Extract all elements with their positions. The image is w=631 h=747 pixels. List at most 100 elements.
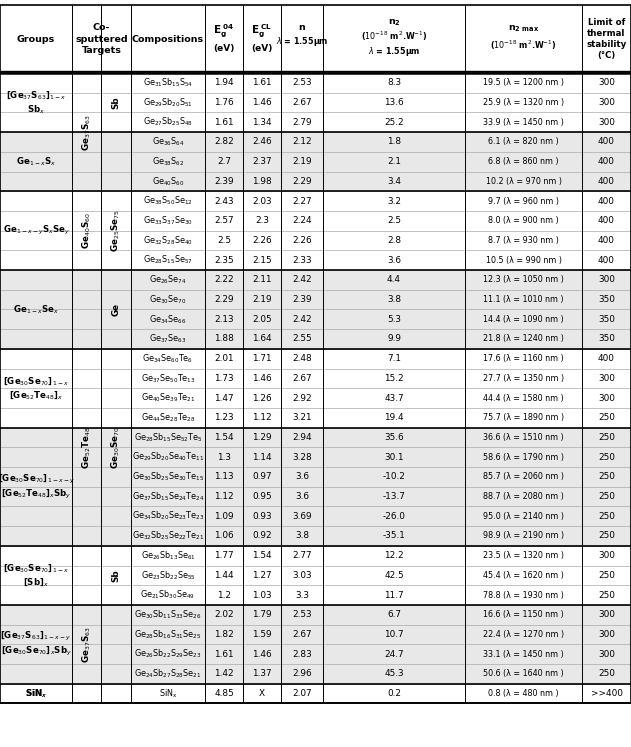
Text: 2.55: 2.55 [292, 335, 312, 344]
Text: $\mathregular{Ge_{37}Se_{63}}$: $\mathregular{Ge_{37}Se_{63}}$ [150, 332, 187, 345]
Text: 4.85: 4.85 [214, 689, 234, 698]
Text: 1.61: 1.61 [214, 650, 234, 659]
Text: 250: 250 [598, 669, 615, 678]
Text: 35.6: 35.6 [384, 433, 404, 442]
Text: $\mathregular{Ge_{32}S_{28}Se_{40}}$: $\mathregular{Ge_{32}S_{28}Se_{40}}$ [143, 235, 193, 247]
Text: ($10^{-18}$ m$^2$.W$^{-1}$): ($10^{-18}$ m$^2$.W$^{-1}$) [490, 38, 557, 52]
Text: 400: 400 [598, 196, 615, 205]
Text: 300: 300 [598, 276, 615, 285]
Bar [0, 152, 631, 172]
Text: $\mathregular{Ge_{23}Sb_{22}Se_{55}}$: $\mathregular{Ge_{23}Sb_{22}Se_{55}}$ [141, 569, 196, 582]
Text: X: X [259, 689, 265, 698]
Text: 2.96: 2.96 [292, 669, 312, 678]
Text: Groups: Groups [17, 34, 55, 43]
Text: 1.54: 1.54 [214, 433, 234, 442]
Text: 2.5: 2.5 [387, 216, 401, 226]
Text: 2.26: 2.26 [252, 236, 272, 245]
Bar [0, 290, 631, 309]
Text: 33.9 (λ = 1450 nm ): 33.9 (λ = 1450 nm ) [483, 118, 564, 127]
Text: $\mathregular{Ge_{24}Sb_{27}S_{28}Se_{21}}$: $\mathregular{Ge_{24}Sb_{27}S_{28}Se_{21… [134, 668, 202, 680]
Text: $\mathregular{Ge_{28}Sb_{16}S_{31}Se_{25}}$: $\mathregular{Ge_{28}Sb_{16}S_{31}Se_{25… [134, 628, 202, 641]
Text: Ge$_{25}$Se$_{75}$: Ge$_{25}$Se$_{75}$ [110, 209, 122, 252]
Text: 3.3: 3.3 [295, 591, 309, 600]
Text: 2.29: 2.29 [214, 295, 234, 304]
Text: 27.7 (λ = 1350 nm ): 27.7 (λ = 1350 nm ) [483, 374, 564, 383]
Bar [0, 447, 631, 467]
Bar [0, 565, 631, 585]
Text: $\mathregular{n_2}$: $\mathregular{n_2}$ [387, 18, 401, 28]
Text: 3.69: 3.69 [292, 512, 312, 521]
Bar [0, 5, 631, 73]
Text: 6.8 (λ = 860 nm ): 6.8 (λ = 860 nm ) [488, 157, 559, 166]
Text: 2.37: 2.37 [252, 157, 272, 166]
Bar [0, 605, 631, 624]
Text: [Ge$_{37}$S$_{63}$]$_{1-x-y}$
[Ge$_{30}$Se$_{70}$]$_x$Sb$_y$: [Ge$_{37}$S$_{63}$]$_{1-x-y}$ [Ge$_{30}$… [1, 630, 71, 658]
Text: 5.3: 5.3 [387, 314, 401, 323]
Text: 50.6 (λ = 1640 nm ): 50.6 (λ = 1640 nm ) [483, 669, 564, 678]
Text: 1.61: 1.61 [252, 78, 272, 87]
Text: 2.26: 2.26 [292, 236, 312, 245]
Text: 1.23: 1.23 [214, 413, 234, 422]
Text: 250: 250 [598, 512, 615, 521]
Text: -26.0: -26.0 [382, 512, 406, 521]
Text: $\mathregular{Ge_{29}Sb_{20}Se_{40}Te_{11}}$: $\mathregular{Ge_{29}Sb_{20}Se_{40}Te_{1… [132, 451, 204, 463]
Text: $\mathregular{Ge_{31}Sb_{15}S_{54}}$: $\mathregular{Ge_{31}Sb_{15}S_{54}}$ [143, 77, 193, 89]
Text: 2.15: 2.15 [252, 255, 272, 264]
Text: 36.6 (λ = 1510 nm ): 36.6 (λ = 1510 nm ) [483, 433, 564, 442]
Text: 2.05: 2.05 [252, 314, 272, 323]
Text: 2.46: 2.46 [252, 137, 272, 146]
Bar [0, 191, 631, 211]
Text: 300: 300 [598, 551, 615, 560]
Text: 2.02: 2.02 [214, 610, 234, 619]
Text: $\mathregular{Ge_{38}S_{62}}$: $\mathregular{Ge_{38}S_{62}}$ [152, 155, 184, 168]
Bar [0, 408, 631, 427]
Text: 4.4: 4.4 [387, 276, 401, 285]
Text: $\mathregular{Ge_{26}Sb_{13}Se_{61}}$: $\mathregular{Ge_{26}Sb_{13}Se_{61}}$ [141, 549, 196, 562]
Text: 1.27: 1.27 [252, 571, 272, 580]
Bar [0, 664, 631, 684]
Text: 3.4: 3.4 [387, 177, 401, 186]
Text: 2.03: 2.03 [252, 196, 272, 205]
Text: 2.35: 2.35 [214, 255, 234, 264]
Text: Ge$_{30}$Se$_{70}$: Ge$_{30}$Se$_{70}$ [110, 426, 122, 469]
Text: 1.64: 1.64 [252, 335, 272, 344]
Text: 3.6: 3.6 [295, 492, 309, 501]
Text: 78.8 (λ = 1930 nm ): 78.8 (λ = 1930 nm ) [483, 591, 564, 600]
Text: $\mathregular{E_g^{\ 04}}$: $\mathregular{E_g^{\ 04}}$ [213, 22, 235, 40]
Text: Ge$_{1-x}$S$_x$: Ge$_{1-x}$S$_x$ [16, 155, 56, 168]
Bar [0, 487, 631, 506]
Text: 19.5 (λ = 1200 nm ): 19.5 (λ = 1200 nm ) [483, 78, 564, 87]
Text: 250: 250 [598, 433, 615, 442]
Text: $\mathregular{SiN_x}$: $\mathregular{SiN_x}$ [159, 687, 177, 700]
Bar [0, 506, 631, 526]
Text: 1.26: 1.26 [252, 394, 272, 403]
Text: 0.97: 0.97 [252, 472, 272, 481]
Text: 250: 250 [598, 413, 615, 422]
Text: 2.5: 2.5 [217, 236, 231, 245]
Text: 250: 250 [598, 571, 615, 580]
Text: 2.67: 2.67 [292, 374, 312, 383]
Text: 6.1 (λ = 820 nm ): 6.1 (λ = 820 nm ) [488, 137, 559, 146]
Text: 3.8: 3.8 [387, 295, 401, 304]
Text: SiN$_x$: SiN$_x$ [25, 687, 47, 700]
Text: $\mathregular{Ge_{30}Sb_{25}Se_{30}Te_{15}}$: $\mathregular{Ge_{30}Sb_{25}Se_{30}Te_{1… [132, 471, 204, 483]
Text: 2.67: 2.67 [292, 630, 312, 639]
Text: (eV): (eV) [251, 45, 273, 54]
Text: 300: 300 [598, 650, 615, 659]
Text: 1.3: 1.3 [217, 453, 231, 462]
Text: 2.19: 2.19 [252, 295, 272, 304]
Text: 45.4 (λ = 1620 nm ): 45.4 (λ = 1620 nm ) [483, 571, 564, 580]
Text: 1.73: 1.73 [214, 374, 234, 383]
Text: 2.01: 2.01 [214, 354, 234, 363]
Text: 2.39: 2.39 [214, 177, 234, 186]
Bar [0, 368, 631, 388]
Text: -10.2: -10.2 [382, 472, 406, 481]
Text: 85.7 (λ = 2060 nm ): 85.7 (λ = 2060 nm ) [483, 472, 564, 481]
Text: 1.34: 1.34 [252, 118, 272, 127]
Text: [Ge$_{30}$Se$_{70}$]$_{1-x}$
[Ge$_{52}$Te$_{48}$]$_x$: [Ge$_{30}$Se$_{70}$]$_{1-x}$ [Ge$_{52}$T… [3, 375, 69, 401]
Text: [Ge$_{37}$S$_{63}$]$_{1-x}$
Sb$_x$: [Ge$_{37}$S$_{63}$]$_{1-x}$ Sb$_x$ [6, 89, 66, 116]
Text: $\mathregular{Ge_{28}S_{15}Se_{57}}$: $\mathregular{Ge_{28}S_{15}Se_{57}}$ [143, 254, 192, 267]
Text: 1.8: 1.8 [387, 137, 401, 146]
Text: 300: 300 [598, 374, 615, 383]
Text: 3.6: 3.6 [387, 255, 401, 264]
